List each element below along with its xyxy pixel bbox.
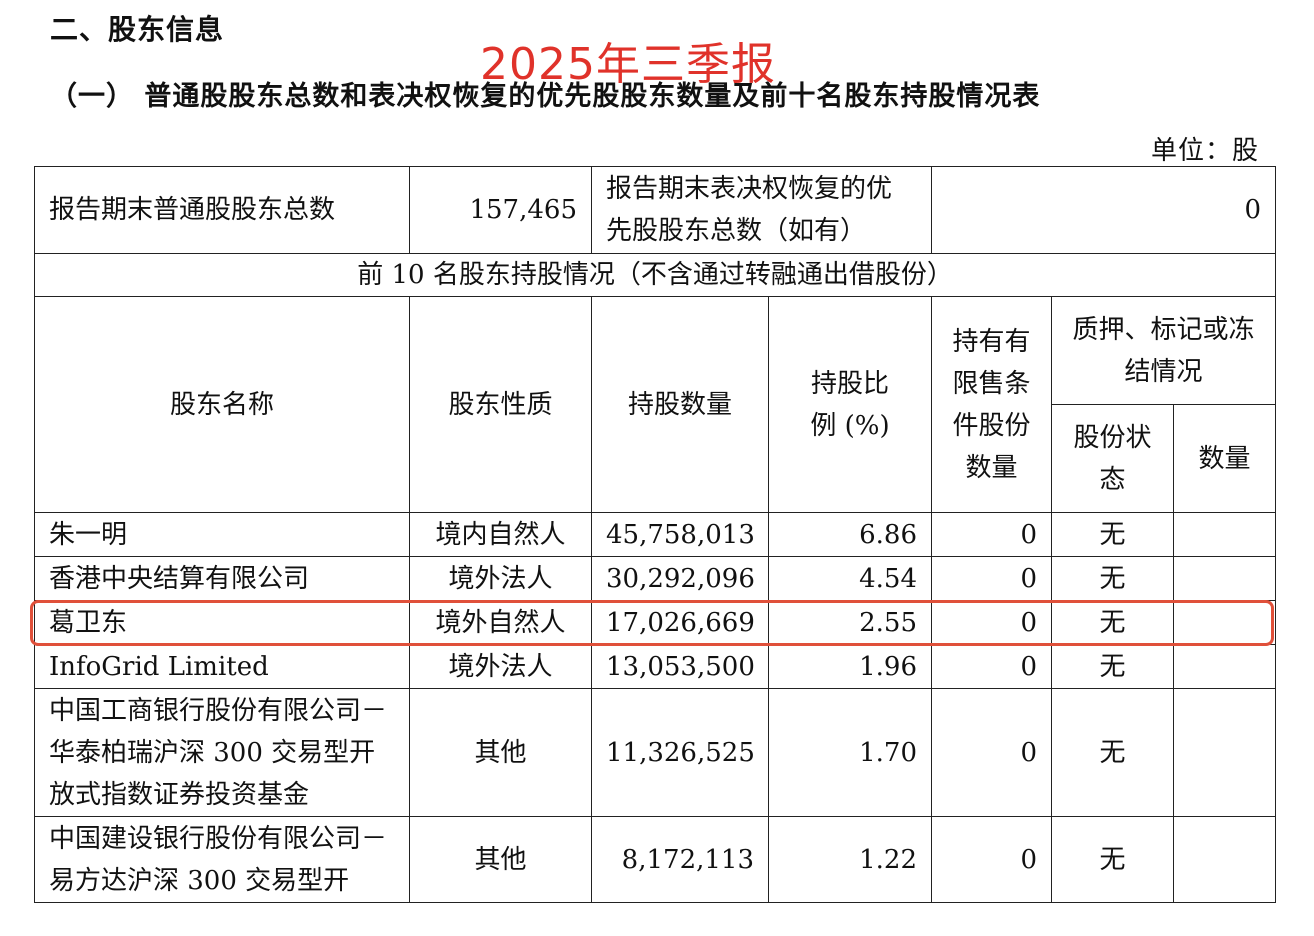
cell-shares: 8,172,113: [591, 816, 769, 903]
cell-restricted: 0: [931, 688, 1053, 817]
cell-ratio: 1.70: [767, 688, 933, 817]
preferred-holders-label: 报告期末表决权恢复的优先股股东总数（如有）: [590, 166, 933, 254]
header-pledge-group: 质押、标记或冻结情况: [1051, 296, 1277, 405]
cell-ratio: 6.86: [767, 512, 933, 557]
sub-title: （一） 普通股股东总数和表决权恢复的优先股股东数量及前十名股东持股情况表: [50, 81, 1041, 112]
header-subrow: 股份状态 数量: [35, 404, 1277, 513]
cell-ratio: 1.96: [767, 644, 933, 689]
header-restricted: 持有有限售条件股份数量: [931, 296, 1053, 513]
table-row: 中国建设银行股份有限公司－易方达沪深 300 交易型开 其他 8,172,113…: [34, 816, 1277, 903]
summary-row: 报告期末普通股股东总数 157,465 报告期末表决权恢复的优先股股东总数（如有…: [34, 166, 1277, 254]
cell-status: 无: [1051, 512, 1175, 557]
cell-restricted: 0: [931, 816, 1053, 903]
cell-shares: 30,292,096: [591, 556, 769, 601]
cell-qty: [1173, 816, 1277, 903]
overlay-title: 2025年三季报: [480, 39, 776, 90]
section-title: 二、股东信息: [50, 13, 225, 46]
cell-shares: 45,758,013: [591, 512, 769, 557]
cell-name: 朱一明: [34, 512, 410, 557]
cell-nature: 其他: [409, 688, 592, 817]
cell-status: 无: [1051, 600, 1175, 645]
common-holders-value: 157,465: [409, 166, 592, 254]
cell-qty: [1173, 556, 1277, 601]
cell-nature: 其他: [409, 816, 592, 903]
cell-qty: [1173, 688, 1277, 817]
cell-nature: 境内自然人: [409, 512, 592, 557]
cell-qty: [1173, 644, 1277, 689]
cell-shares: 11,326,525: [591, 688, 769, 817]
table-row: 中国工商银行股份有限公司－华泰柏瑞沪深 300 交易型开放式指数证券投资基金 其…: [34, 688, 1277, 817]
cell-qty: [1173, 600, 1277, 645]
cell-status: 无: [1051, 816, 1175, 903]
cell-shares: 13,053,500: [591, 644, 769, 689]
cell-name: 葛卫东: [34, 600, 410, 645]
table-row: InfoGrid Limited 境外法人 13,053,500 1.96 0 …: [34, 644, 1277, 689]
cell-name: 中国建设银行股份有限公司－易方达沪深 300 交易型开: [34, 816, 410, 903]
cell-name: 香港中央结算有限公司: [34, 556, 410, 601]
cell-nature: 境外法人: [409, 556, 592, 601]
header-row: 股东名称 股东性质 持股数量 持股比例 (%) 持有有限售条件股份数量 质押、标…: [34, 296, 1277, 513]
cell-qty: [1173, 512, 1277, 557]
header-name: 股东名称: [34, 296, 410, 513]
cell-status: 无: [1051, 556, 1175, 601]
top10-title-row: 前 10 名股东持股情况（不含通过转融通出借股份）: [33, 253, 1277, 297]
header-ratio: 持股比例 (%): [767, 296, 933, 513]
cell-nature: 境外自然人: [409, 600, 592, 645]
cell-ratio: 1.22: [767, 816, 933, 903]
table-row: 朱一明 境内自然人 45,758,013 6.86 0 无: [34, 512, 1277, 557]
unit-label: 单位：股: [1150, 136, 1259, 166]
header-shares: 持股数量: [591, 296, 769, 513]
cell-restricted: 0: [931, 556, 1053, 601]
cell-restricted: 0: [931, 644, 1053, 689]
cell-status: 无: [1051, 644, 1175, 689]
table-row-highlighted: 葛卫东 境外自然人 17,026,669 2.55 0 无: [34, 600, 1277, 645]
preferred-holders-value: 0: [931, 166, 1277, 254]
header-pledge-qty: 数量: [1173, 404, 1277, 513]
cell-restricted: 0: [931, 600, 1053, 645]
header-nature: 股东性质: [409, 296, 592, 513]
common-holders-label: 报告期末普通股股东总数: [34, 166, 410, 254]
cell-ratio: 4.54: [767, 556, 933, 601]
cell-status: 无: [1051, 688, 1175, 817]
table-row: 香港中央结算有限公司 境外法人 30,292,096 4.54 0 无: [34, 556, 1277, 601]
shareholders-table: 报告期末普通股股东总数 157,465 报告期末表决权恢复的优先股股东总数（如有…: [33, 166, 1277, 903]
cell-nature: 境外法人: [409, 644, 592, 689]
cell-ratio: 2.55: [767, 600, 933, 645]
cell-restricted: 0: [931, 512, 1053, 557]
cell-shares: 17,026,669: [591, 600, 769, 645]
header-pledge-status: 股份状态: [1051, 404, 1175, 513]
cell-name: 中国工商银行股份有限公司－华泰柏瑞沪深 300 交易型开放式指数证券投资基金: [34, 688, 410, 817]
top10-title: 前 10 名股东持股情况（不含通过转融通出借股份）: [33, 253, 1277, 297]
cell-name: InfoGrid Limited: [34, 644, 410, 689]
